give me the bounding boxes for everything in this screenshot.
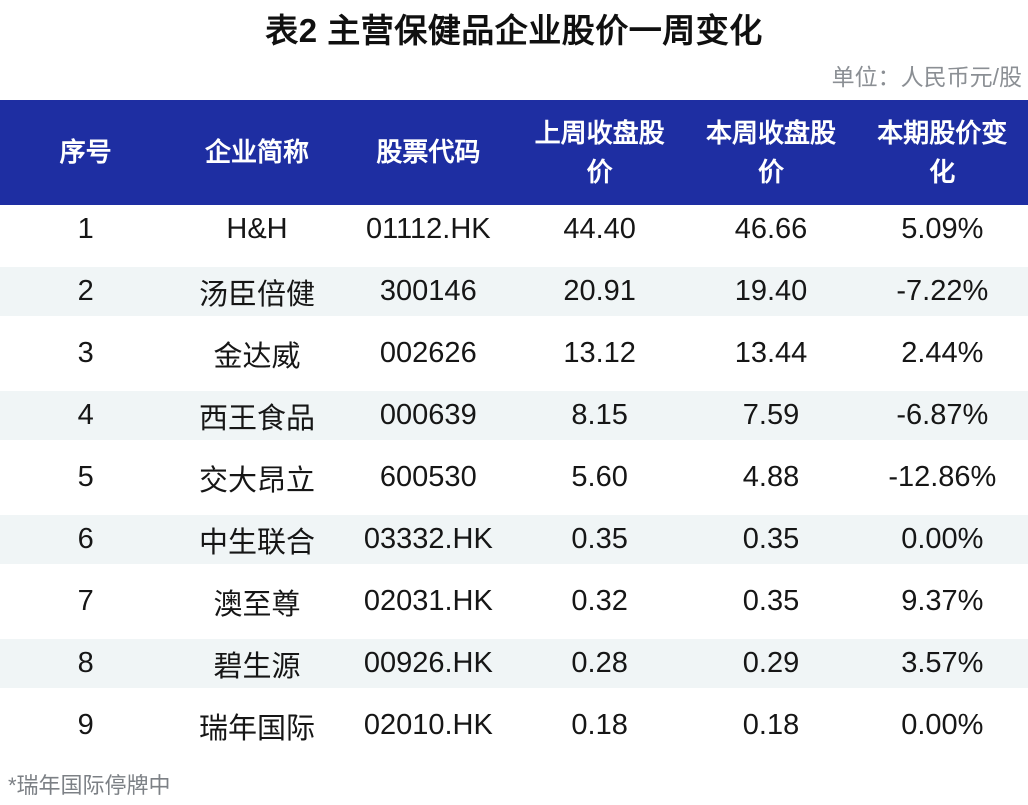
column-header-label: 企业简称 (204, 137, 309, 167)
table-row: 1 H&H 01112.HK 44.40 46.66 5.09% (0, 205, 1028, 267)
cell-code: 02031.HK (363, 585, 493, 617)
cell-this-week-close: 4.88 (742, 461, 800, 493)
column-header-label: 序号 (59, 137, 112, 167)
column-header-price-change: 本期股价变化 (857, 100, 1028, 205)
table-row: 9 瑞年国际 02010.HK 0.18 0.18 0.00% (0, 701, 1028, 763)
column-header-last-week-close: 上周收盘股价 (514, 100, 685, 205)
cell-index: 2 (77, 275, 94, 307)
cell-code: 01112.HK (365, 213, 491, 245)
cell-company: 澳至尊 (213, 588, 301, 621)
cell-index: 1 (77, 213, 94, 245)
cell-this-week-close: 0.35 (742, 585, 800, 617)
cell-company: 交大昂立 (198, 464, 315, 497)
column-header-this-week-close: 本周收盘股价 (685, 100, 856, 205)
cell-company: H&H (226, 213, 288, 245)
table-row: 4 西王食品 000639 8.15 7.59 -6.87% (0, 391, 1028, 453)
cell-this-week-close: 7.59 (742, 399, 800, 431)
cell-company: 中生联合 (198, 526, 315, 559)
cell-this-week-close: 19.40 (734, 275, 808, 307)
cell-company: 汤臣倍健 (198, 278, 315, 311)
cell-company: 瑞年国际 (198, 712, 315, 745)
cell-code: 000639 (379, 399, 477, 431)
column-header-label: 股票代码 (376, 137, 481, 167)
table-row: 6 中生联合 03332.HK 0.35 0.35 0.00% (0, 515, 1028, 577)
footnote: *瑞年国际停牌中 (8, 773, 171, 798)
cell-index: 9 (77, 709, 94, 741)
cell-price-change: 5.09% (901, 213, 984, 245)
cell-price-change: 3.57% (901, 647, 984, 679)
cell-price-change: 0.00% (901, 709, 984, 741)
cell-last-week-close: 8.15 (571, 399, 628, 431)
cell-last-week-close: 13.12 (563, 337, 636, 369)
table-title: 表2 主营保健品企业股价一周变化 (265, 12, 763, 49)
table-row: 3 金达威 002626 13.12 13.44 2.44% (0, 329, 1028, 391)
table-header-row: 序号 企业简称 股票代码 上周收盘股价 本周收盘股价 本期股价变化 (0, 100, 1028, 205)
cell-last-week-close: 20.91 (563, 275, 636, 307)
column-header-label: 上周收盘股价 (534, 117, 665, 187)
stock-price-table: 序号 企业简称 股票代码 上周收盘股价 本周收盘股价 本期股价变化 1 H&H … (0, 100, 1028, 763)
cell-last-week-close: 44.40 (563, 213, 636, 245)
cell-this-week-close: 0.18 (742, 709, 800, 741)
cell-index: 5 (77, 461, 94, 493)
cell-this-week-close: 46.66 (734, 213, 808, 245)
cell-this-week-close: 13.44 (734, 337, 808, 369)
cell-index: 4 (77, 399, 94, 431)
cell-code: 03332.HK (363, 523, 493, 555)
cell-last-week-close: 0.32 (571, 585, 628, 617)
cell-index: 8 (77, 647, 94, 679)
cell-last-week-close: 0.18 (571, 709, 628, 741)
cell-code: 002626 (379, 337, 477, 369)
cell-code: 600530 (379, 461, 477, 493)
cell-company: 碧生源 (213, 650, 301, 683)
cell-index: 6 (77, 523, 94, 555)
cell-this-week-close: 0.35 (742, 523, 800, 555)
cell-company: 西王食品 (198, 402, 315, 435)
column-header-company: 企业简称 (171, 100, 342, 205)
cell-index: 7 (77, 585, 94, 617)
table-row: 2 汤臣倍健 300146 20.91 19.40 -7.22% (0, 267, 1028, 329)
cell-price-change: -6.87% (896, 399, 989, 431)
column-header-code: 股票代码 (343, 100, 514, 205)
cell-this-week-close: 0.29 (742, 647, 800, 679)
cell-last-week-close: 0.35 (571, 523, 628, 555)
cell-code: 300146 (379, 275, 477, 307)
unit-label: 单位：人民币元/股 (831, 64, 1022, 90)
table-row: 8 碧生源 00926.HK 0.28 0.29 3.57% (0, 639, 1028, 701)
cell-last-week-close: 5.60 (571, 461, 628, 493)
cell-price-change: 2.44% (901, 337, 984, 369)
cell-code: 00926.HK (363, 647, 493, 679)
cell-price-change: -7.22% (896, 275, 989, 307)
cell-index: 3 (77, 337, 94, 369)
cell-company: 金达威 (213, 340, 301, 373)
column-header-label: 本周收盘股价 (705, 117, 836, 187)
table-row: 5 交大昂立 600530 5.60 4.88 -12.86% (0, 453, 1028, 515)
column-header-label: 本期股价变化 (877, 117, 1008, 187)
cell-last-week-close: 0.28 (571, 647, 628, 679)
column-header-index: 序号 (0, 100, 171, 205)
table-row: 7 澳至尊 02031.HK 0.32 0.35 9.37% (0, 577, 1028, 639)
cell-price-change: 9.37% (901, 585, 984, 617)
cell-code: 02010.HK (363, 709, 493, 741)
cell-price-change: 0.00% (901, 523, 984, 555)
cell-price-change: -12.86% (888, 461, 997, 493)
